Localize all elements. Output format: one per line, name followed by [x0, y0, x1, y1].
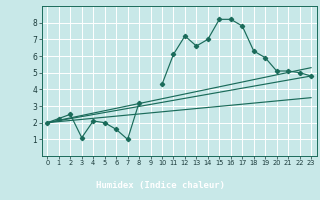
Text: Humidex (Indice chaleur): Humidex (Indice chaleur) [95, 181, 225, 190]
